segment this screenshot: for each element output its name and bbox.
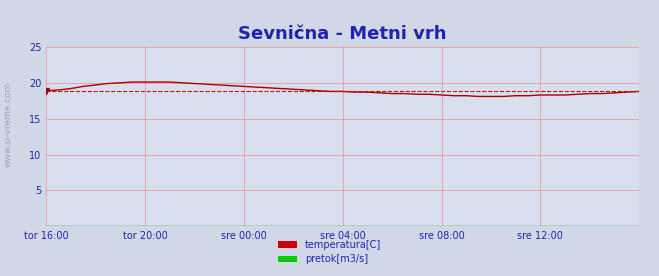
Legend: temperatura[C], pretok[m3/s]: temperatura[C], pretok[m3/s] bbox=[274, 236, 385, 268]
Title: Sevnična - Metni vrh: Sevnična - Metni vrh bbox=[239, 25, 447, 43]
Text: www.si-vreme.com: www.si-vreme.com bbox=[3, 81, 13, 167]
